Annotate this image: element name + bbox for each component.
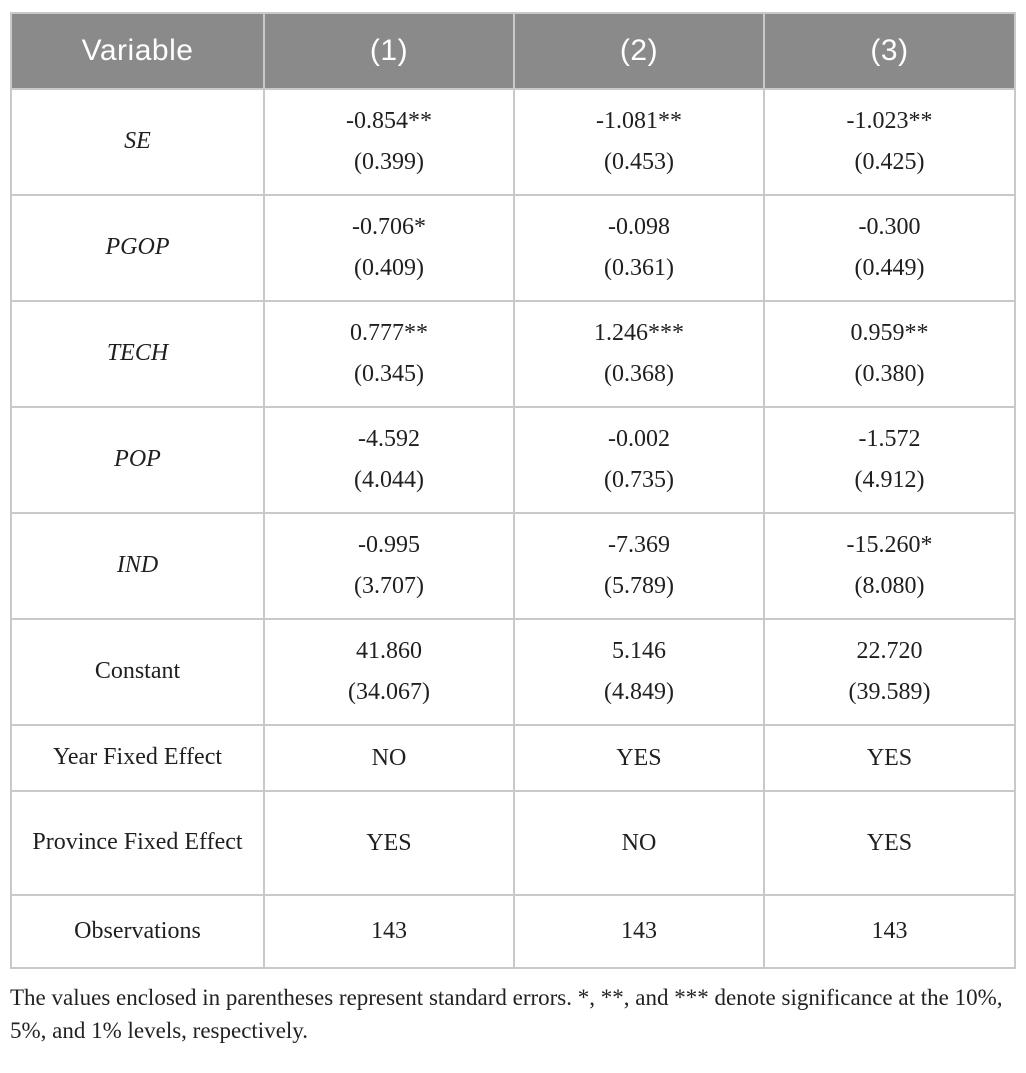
standard-error: (8.080): [854, 573, 925, 599]
table-body: SE -0.854** (0.399) -1.081** (0.453) -1.023**…: [10, 88, 1017, 969]
standard-error: (0.453): [603, 149, 674, 175]
coefficient-value: 1.246***: [593, 320, 684, 346]
table-row: POP -4.592 (4.044) -0.002 (0.735) -1.572 (4.91…: [10, 406, 1017, 514]
table-cell: 0.777** (0.345): [263, 300, 515, 408]
standard-error: (4.912): [854, 467, 925, 493]
column-header-model-3: (3): [762, 12, 1017, 90]
row-label: TECH: [10, 300, 265, 408]
table-row: IND -0.995 (3.707) -7.369 (5.789) -15.260* (8.…: [10, 512, 1017, 620]
table-cell: -4.592 (4.044): [263, 406, 515, 514]
regression-table: Variable (1) (2) (3) SE -0.854** (0.399) -1…: [10, 12, 1017, 969]
table-cell: -0.854** (0.399): [263, 88, 515, 196]
column-header-model-1: (1): [263, 12, 515, 90]
standard-error: (0.345): [354, 361, 424, 387]
row-label: PGOP: [10, 194, 265, 302]
table-cell: 0.959** (0.380): [762, 300, 1017, 408]
coefficient-value: -1.081**: [595, 108, 682, 134]
table-cell: -1.572 (4.912): [762, 406, 1017, 514]
table-cell: 5.146 (4.849): [512, 618, 765, 726]
standard-error: (34.067): [348, 679, 430, 705]
table-cell: -1.023** (0.425): [762, 88, 1017, 196]
coefficient-value: -1.023**: [846, 108, 933, 134]
table-cell: 1.246*** (0.368): [512, 300, 765, 408]
table-cell: -15.260* (8.080): [762, 512, 1017, 620]
coefficient-value: -0.995: [357, 532, 420, 558]
table-footnote: The values enclosed in parentheses repre…: [10, 985, 1003, 1043]
table-header-row: Variable (1) (2) (3): [10, 12, 1017, 90]
table-cell: YES: [762, 790, 1017, 896]
standard-error: (39.589): [848, 679, 931, 705]
row-label: POP: [10, 406, 265, 514]
standard-error: (0.409): [354, 255, 424, 281]
table-cell: YES: [263, 790, 515, 896]
column-header-model-2: (2): [512, 12, 765, 90]
table-cell: -0.706* (0.409): [263, 194, 515, 302]
standard-error: (0.380): [854, 361, 925, 387]
coefficient-value: -0.854**: [345, 108, 432, 134]
standard-error: (3.707): [354, 573, 424, 599]
standard-error: (4.849): [603, 679, 674, 705]
coefficient-value: -0.002: [607, 426, 670, 452]
coefficient-value: -7.369: [607, 532, 670, 558]
coefficient-value: -0.300: [858, 214, 921, 240]
table-row: Constant 41.860 (34.067) 5.146 (4.849) 22.720…: [10, 618, 1017, 726]
coefficient-value: 0.777**: [349, 320, 428, 346]
table-cell: -1.081** (0.453): [512, 88, 765, 196]
standard-error: (0.449): [854, 255, 925, 281]
table-row: Province Fixed Effect YES NO YES: [10, 790, 1017, 896]
coefficient-value: -1.572: [858, 426, 921, 452]
table-cell: 143: [512, 894, 765, 969]
table-cell: -0.002 (0.735): [512, 406, 765, 514]
table-row: Year Fixed Effect NO YES YES: [10, 724, 1017, 792]
table-cell: 143: [762, 894, 1017, 969]
table-row: Observations 143 143 143: [10, 894, 1017, 969]
standard-error: (4.044): [354, 467, 424, 493]
standard-error: (0.361): [603, 255, 674, 281]
standard-error: (0.735): [603, 467, 674, 493]
table-row: TECH 0.777** (0.345) 1.246*** (0.368) 0.959**…: [10, 300, 1017, 408]
coefficient-value: 0.959**: [850, 320, 929, 346]
standard-error: (0.425): [854, 149, 925, 175]
table-cell: NO: [263, 724, 515, 792]
table-cell: 41.860 (34.067): [263, 618, 515, 726]
coefficient-value: 5.146: [611, 638, 666, 664]
table-cell: -0.995 (3.707): [263, 512, 515, 620]
table-row: SE -0.854** (0.399) -1.081** (0.453) -1.023**…: [10, 88, 1017, 196]
row-label: Province Fixed Effect: [10, 790, 265, 896]
column-header-variable: Variable: [10, 12, 265, 90]
coefficient-value: -4.592: [357, 426, 420, 452]
table-cell: YES: [512, 724, 765, 792]
standard-error: (0.399): [354, 149, 424, 175]
coefficient-value: 41.860: [355, 638, 422, 664]
coefficient-value: -0.706*: [351, 214, 426, 240]
table-cell: 22.720 (39.589): [762, 618, 1017, 726]
table-cell: NO: [512, 790, 765, 896]
row-label: Observations: [10, 894, 265, 969]
table-cell: YES: [762, 724, 1017, 792]
row-label: SE: [10, 88, 265, 196]
coefficient-value: 22.720: [856, 638, 923, 664]
table-cell: -0.098 (0.361): [512, 194, 765, 302]
row-label: IND: [10, 512, 265, 620]
standard-error: (0.368): [603, 361, 674, 387]
coefficient-value: -15.260*: [846, 532, 933, 558]
coefficient-value: -0.098: [607, 214, 670, 240]
table-row: PGOP -0.706* (0.409) -0.098 (0.361) -0.300 (0.…: [10, 194, 1017, 302]
row-label: Year Fixed Effect: [10, 724, 265, 792]
row-label: Constant: [10, 618, 265, 726]
table-cell: 143: [263, 894, 515, 969]
table-cell: -7.369 (5.789): [512, 512, 765, 620]
standard-error: (5.789): [603, 573, 674, 599]
table-cell: -0.300 (0.449): [762, 194, 1017, 302]
